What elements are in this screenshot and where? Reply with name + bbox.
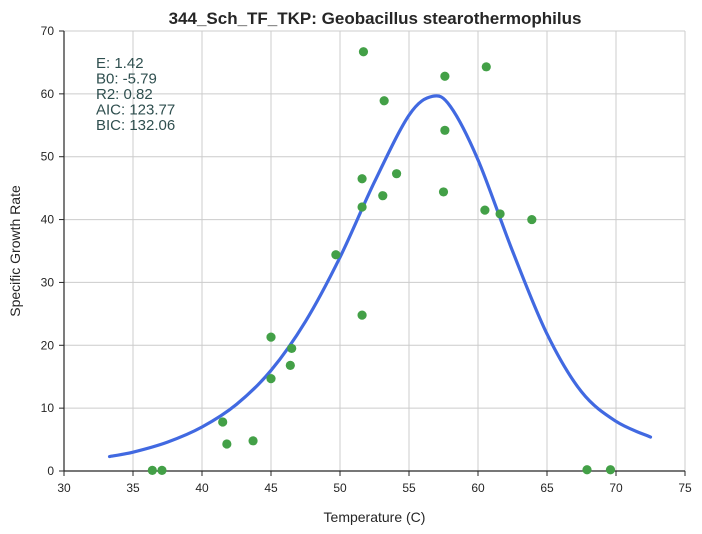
data-point xyxy=(218,417,228,427)
data-point xyxy=(391,169,402,179)
x-axis-label: Temperature (C) xyxy=(324,509,426,525)
fit-stat-label: B0: -5.79 xyxy=(96,71,157,88)
x-tick-label: 35 xyxy=(126,481,140,495)
data-point xyxy=(440,71,450,81)
data-point xyxy=(331,250,341,260)
data-point xyxy=(440,125,450,135)
x-axis-ticks: 30 35 40 45 50 55 60 65 70 75 xyxy=(57,471,692,495)
data-point xyxy=(357,202,367,212)
y-tick-label: 30 xyxy=(41,275,55,289)
y-tick-label: 60 xyxy=(41,87,55,101)
x-tick-label: 75 xyxy=(678,481,692,495)
fit-stat-label: AIC: 123.77 xyxy=(96,102,175,119)
data-point xyxy=(266,332,276,342)
data-point xyxy=(147,465,157,475)
x-tick-label: 45 xyxy=(264,481,278,495)
data-point xyxy=(222,439,232,449)
data-point xyxy=(527,214,537,225)
data-point xyxy=(495,209,505,219)
data-point xyxy=(287,343,297,354)
y-axis-ticks: 0 10 20 30 40 50 60 70 xyxy=(41,24,64,478)
data-point xyxy=(357,310,367,320)
data-point xyxy=(379,96,389,106)
x-tick-label: 60 xyxy=(471,481,485,495)
data-point xyxy=(285,360,295,370)
x-tick-label: 30 xyxy=(57,481,71,495)
data-point xyxy=(357,174,367,184)
chart-title: 344_Sch_TF_TKP: Geobacillus stearothermo… xyxy=(169,9,582,28)
data-point xyxy=(378,191,388,201)
y-axis-label: Specific Growth Rate xyxy=(7,185,23,317)
y-tick-label: 50 xyxy=(41,150,55,164)
y-tick-label: 40 xyxy=(41,213,55,227)
y-tick-label: 20 xyxy=(41,338,55,352)
data-point xyxy=(248,436,258,446)
data-point xyxy=(582,465,592,475)
x-tick-label: 55 xyxy=(402,481,416,495)
y-tick-label: 10 xyxy=(41,401,55,415)
y-tick-label: 70 xyxy=(41,24,55,38)
x-tick-label: 50 xyxy=(333,481,347,495)
data-point xyxy=(358,47,369,57)
data-point xyxy=(266,374,276,384)
data-points xyxy=(147,47,616,475)
fitted-curve xyxy=(107,94,653,459)
x-tick-label: 70 xyxy=(609,481,623,495)
data-point xyxy=(157,465,167,475)
data-point xyxy=(481,62,491,72)
y-tick-label: 0 xyxy=(47,464,54,478)
x-tick-label: 65 xyxy=(540,481,554,495)
fit-stat-label: E: 1.42 xyxy=(96,55,144,72)
data-point xyxy=(605,465,616,475)
data-point xyxy=(480,205,490,215)
plot-area xyxy=(64,31,685,471)
fit-stat-label: BIC: 132.06 xyxy=(96,117,175,134)
fit-stat-label: R2: 0.82 xyxy=(96,86,153,103)
x-tick-label: 40 xyxy=(195,481,209,495)
data-point xyxy=(438,187,449,197)
